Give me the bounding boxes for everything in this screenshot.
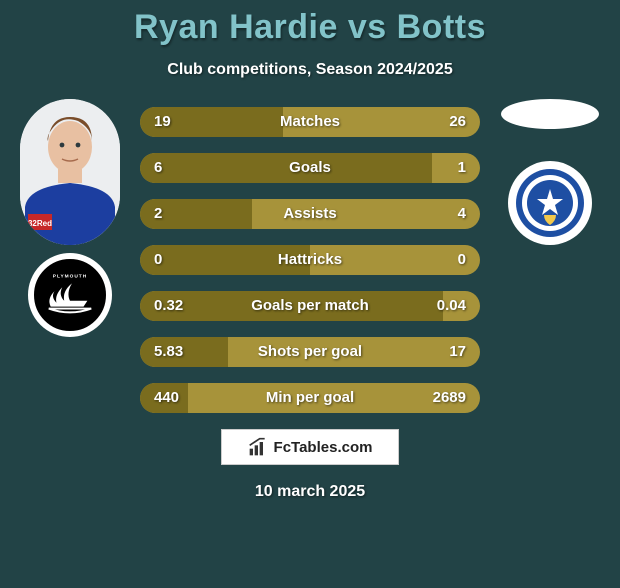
stat-label: Goals xyxy=(140,153,480,183)
footer-source-badge: FcTables.com xyxy=(221,429,399,465)
stat-label: Goals per match xyxy=(140,291,480,321)
stat-value-right: 26 xyxy=(449,107,466,137)
comparison-title: Ryan Hardie vs Botts xyxy=(10,8,610,47)
player-avatar: 32Red xyxy=(20,99,120,245)
footer-label: FcTables.com xyxy=(274,439,373,456)
left-player-column: 32Red PLYMOUTH xyxy=(10,99,130,337)
stat-value-right: 1 xyxy=(458,153,466,183)
stat-value-right: 17 xyxy=(449,337,466,367)
opponent-placeholder-oval xyxy=(501,99,599,129)
stat-row: 0Hattricks0 xyxy=(140,245,480,275)
stat-value-right: 0.04 xyxy=(437,291,466,321)
club-badge-right xyxy=(508,161,592,245)
stat-value-right: 4 xyxy=(458,199,466,229)
comparison-date: 10 march 2025 xyxy=(10,483,610,501)
svg-text:32Red: 32Red xyxy=(28,219,52,228)
stat-row: 5.83Shots per goal17 xyxy=(140,337,480,367)
stat-label: Matches xyxy=(140,107,480,137)
stat-label: Shots per goal xyxy=(140,337,480,367)
right-player-column xyxy=(490,99,610,245)
stat-label: Assists xyxy=(140,199,480,229)
stat-label: Min per goal xyxy=(140,383,480,413)
stat-row: 2Assists4 xyxy=(140,199,480,229)
chart-icon xyxy=(248,437,268,457)
stat-row: 0.32Goals per match0.04 xyxy=(140,291,480,321)
club-badge-left: PLYMOUTH xyxy=(28,253,112,337)
stat-value-right: 0 xyxy=(458,245,466,275)
stat-row: 19Matches26 xyxy=(140,107,480,137)
stat-bars: 19Matches26 6Goals1 2Assists4 0Hattricks0 0.… xyxy=(140,107,480,413)
stat-row: 440Min per goal2689 xyxy=(140,383,480,413)
stat-row: 6Goals1 xyxy=(140,153,480,183)
svg-text:PLYMOUTH: PLYMOUTH xyxy=(53,274,87,280)
stat-label: Hattricks xyxy=(140,245,480,275)
comparison-subtitle: Club competitions, Season 2024/2025 xyxy=(10,61,610,79)
comparison-content: 32Red PLYMOUTH xyxy=(10,107,610,413)
stat-value-right: 2689 xyxy=(433,383,466,413)
